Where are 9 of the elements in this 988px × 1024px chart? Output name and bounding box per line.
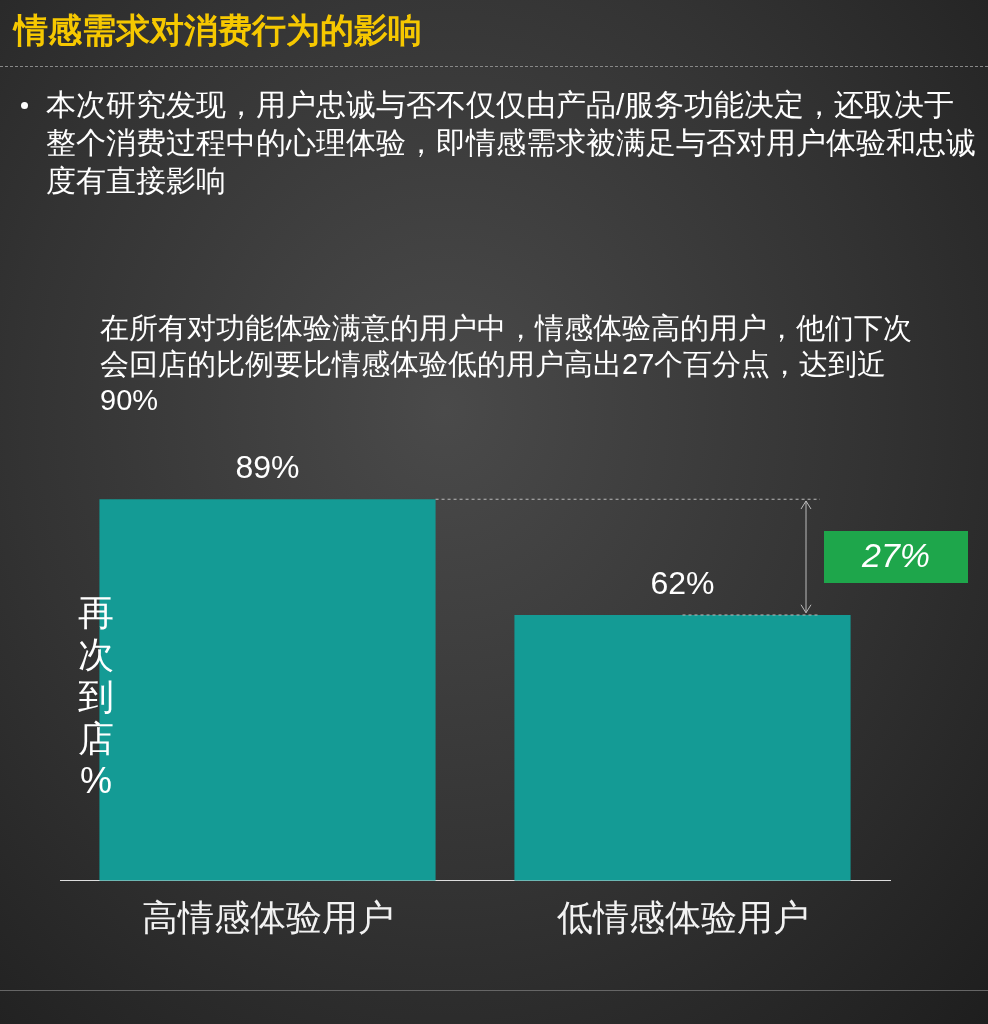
y-axis-title: 再次到店% [77, 592, 115, 802]
x-tick-label: 高情感体验用户 [141, 897, 394, 939]
data-label: 89% [235, 449, 300, 486]
annotation: 27% [860, 535, 931, 574]
data-label: 62% [650, 564, 715, 601]
text: 在所有对功能体验满意的用户中，情感体验高的用户，他们下次会回店的比例要比情感体验低的用户高出27个百分点，达到近90% [100, 311, 913, 418]
chart-title: 情感需求对消费行为的影响 [14, 10, 422, 51]
x-tick-label: 低情感体验用户 [556, 897, 809, 939]
chart-subtitle: 本次研究发现，用户忠诚与否不仅仅由产品/服务功能决定，还取决于整个消费过程中的心理体验，即情感需求被满足与否对用户体验和忠诚度有直接影响 [46, 87, 976, 199]
